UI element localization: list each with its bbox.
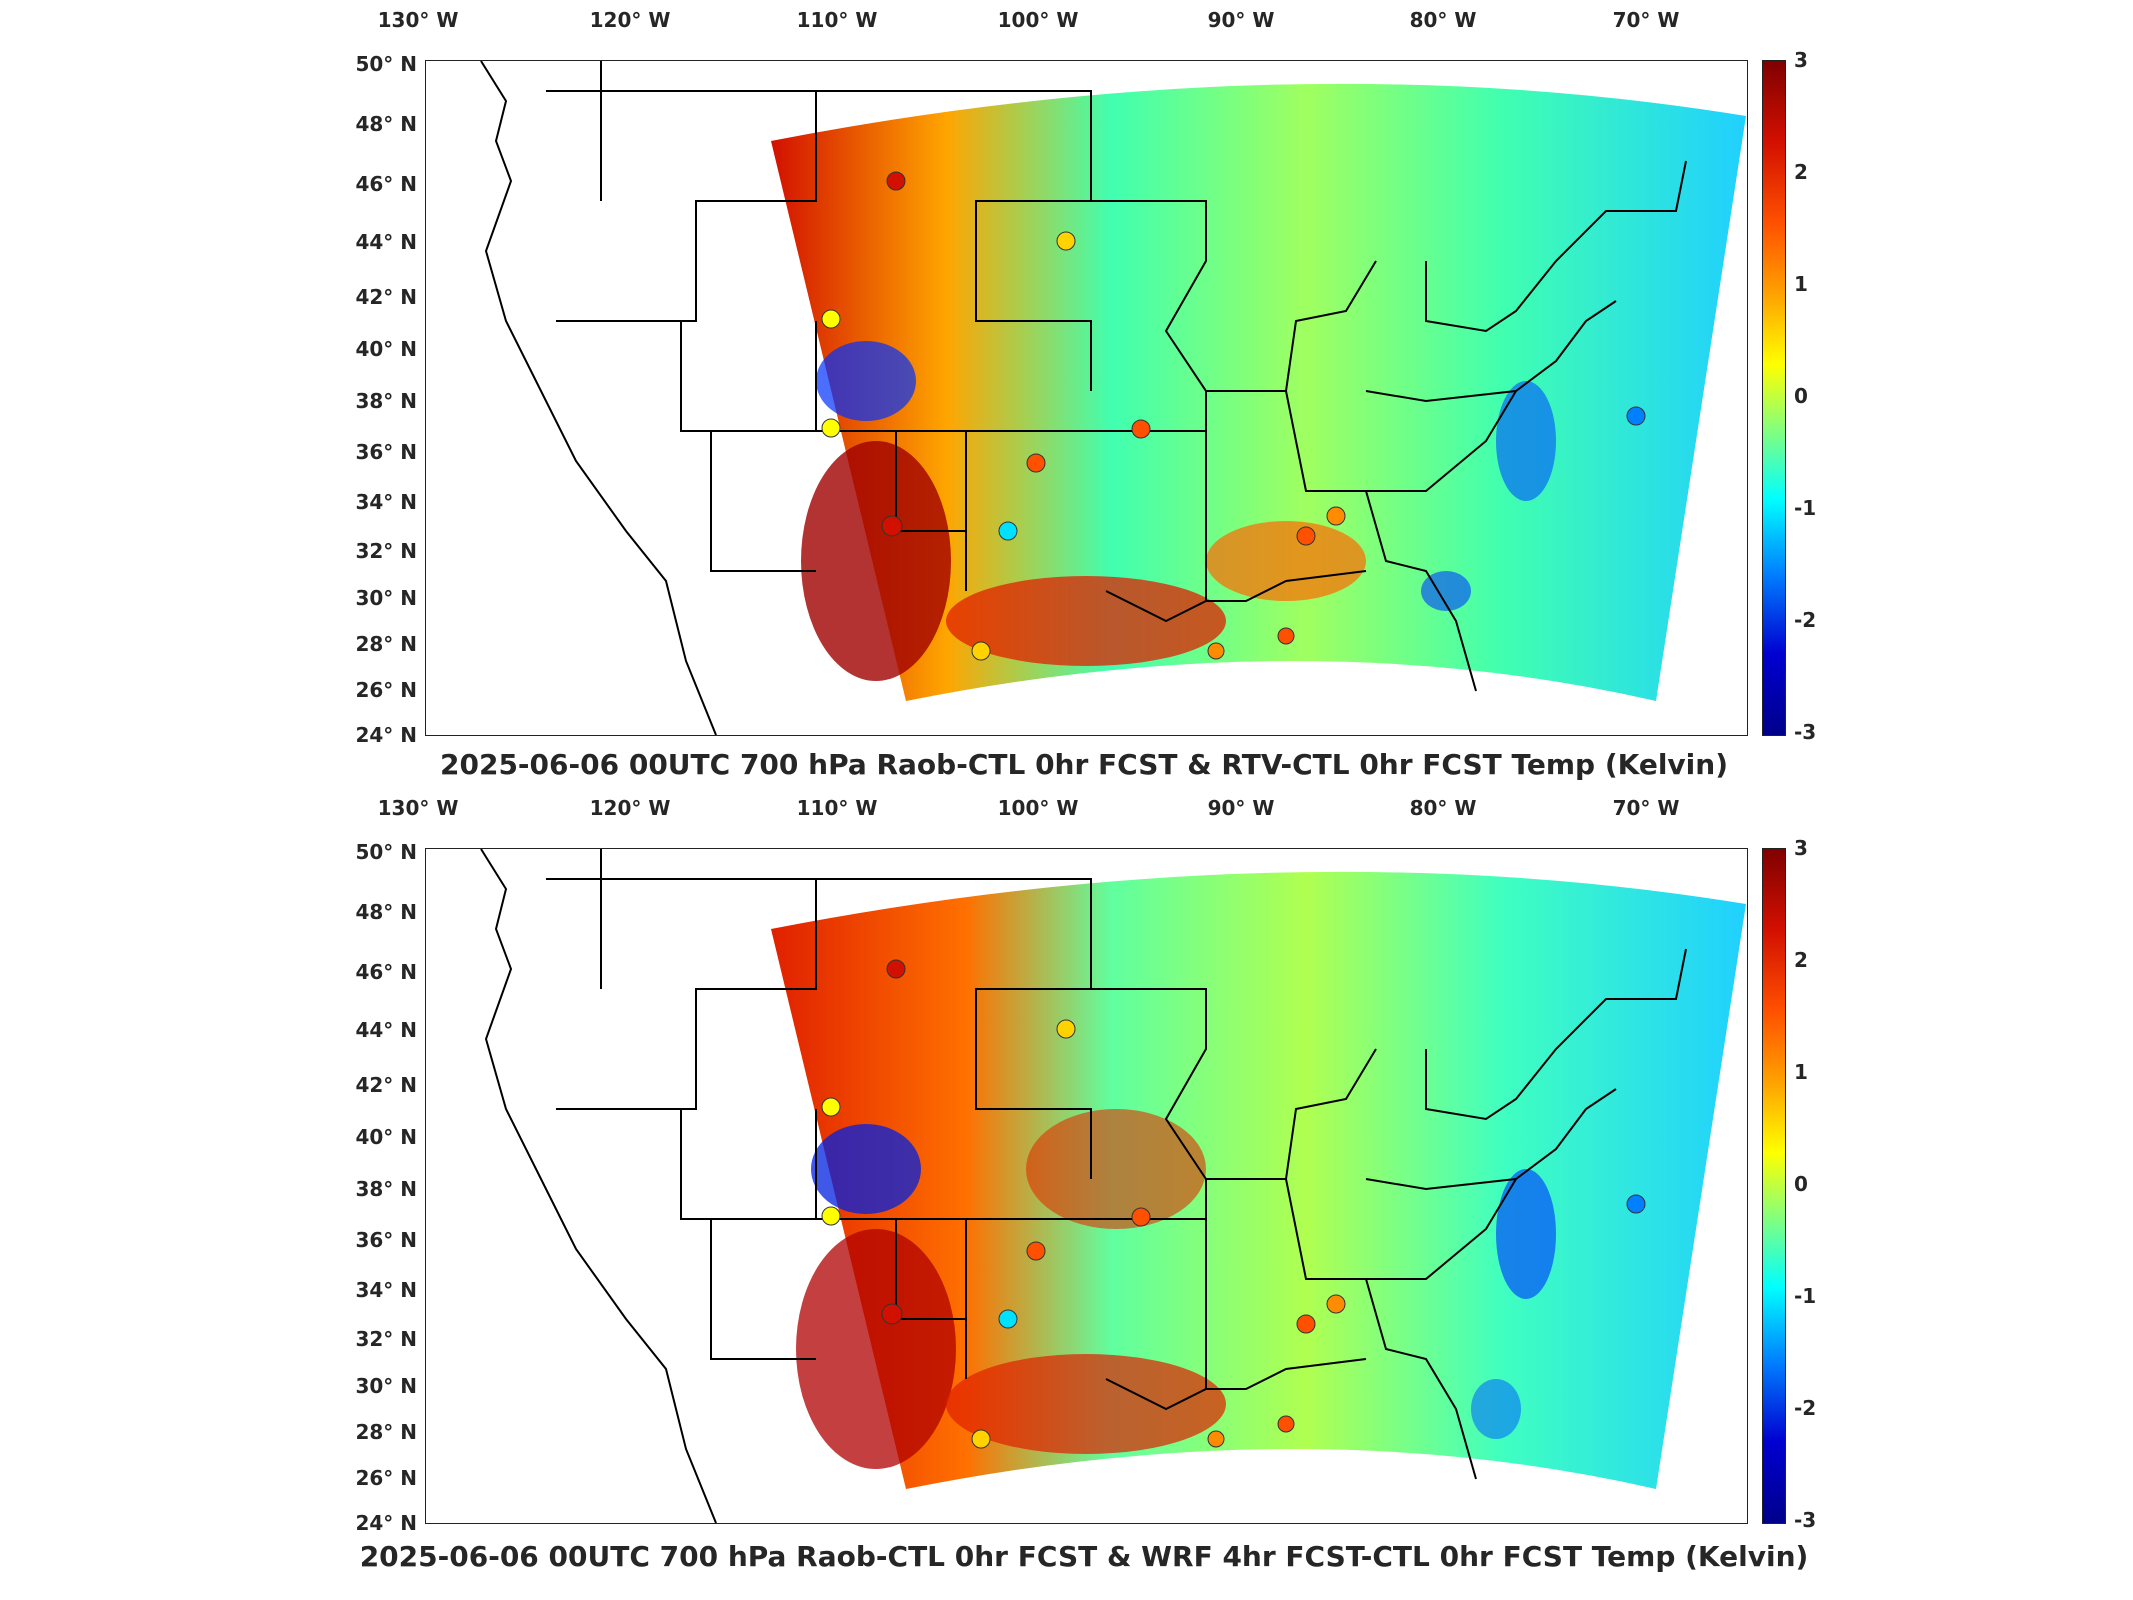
- lon-label-70w: 70° W: [1612, 8, 1680, 32]
- colorbar-tick: -1: [1794, 496, 1817, 520]
- colorbar: [1762, 60, 1786, 736]
- lat-label-34n: 34° N: [355, 490, 417, 514]
- lon-label-130w: 130° W: [377, 8, 459, 32]
- lon-label-100w: 100° W: [997, 8, 1079, 32]
- state-borders: [480, 849, 1687, 1523]
- lon-label-90w: 90° W: [1207, 796, 1275, 820]
- lat-label-44n: 44° N: [355, 230, 417, 254]
- lat-label-36n: 36° N: [355, 1228, 417, 1252]
- domain-field: [771, 83, 1746, 701]
- lat-label-42n: 42° N: [355, 1073, 417, 1097]
- lon-label-100w: 100° W: [997, 796, 1079, 820]
- lon-label-80w: 80° W: [1409, 8, 1477, 32]
- lat-label-34n: 34° N: [355, 1278, 417, 1302]
- colorbar-tick: -3: [1794, 1508, 1817, 1532]
- map-plot-area: [425, 848, 1748, 1524]
- bottom-map-panel: 130° W 120° W 110° W 100° W 90° W 80° W …: [0, 790, 2133, 1600]
- panel-title: 2025-06-06 00UTC 700 hPa Raob-CTL 0hr FC…: [439, 748, 1729, 781]
- lat-label-28n: 28° N: [355, 1420, 417, 1444]
- lat-label-48n: 48° N: [355, 112, 417, 136]
- lat-label-32n: 32° N: [355, 1327, 417, 1351]
- lon-label-130w: 130° W: [377, 796, 459, 820]
- temperature-difference-map: [480, 849, 1746, 1523]
- lat-label-50n: 50° N: [355, 840, 417, 864]
- colorbar-tick: 3: [1794, 836, 1808, 860]
- lat-label-46n: 46° N: [355, 960, 417, 984]
- lat-label-28n: 28° N: [355, 632, 417, 656]
- lon-label-110w: 110° W: [796, 8, 878, 32]
- lat-label-36n: 36° N: [355, 440, 417, 464]
- lon-label-70w: 70° W: [1612, 796, 1680, 820]
- colorbar-tick: 3: [1794, 48, 1808, 72]
- lon-label-110w: 110° W: [796, 796, 878, 820]
- map-plot-area: [425, 60, 1748, 736]
- colorbar-tick: 2: [1794, 160, 1808, 184]
- colorbar-tick: -2: [1794, 1396, 1817, 1420]
- colorbar-tick: -1: [1794, 1284, 1817, 1308]
- lon-label-90w: 90° W: [1207, 8, 1275, 32]
- colorbar-tick: 0: [1794, 1172, 1808, 1196]
- lat-label-26n: 26° N: [355, 678, 417, 702]
- colorbar: [1762, 848, 1786, 1524]
- lon-label-120w: 120° W: [589, 796, 671, 820]
- lat-label-38n: 38° N: [355, 389, 417, 413]
- temperature-difference-map: [480, 61, 1746, 735]
- colorbar-tick: 1: [1794, 272, 1808, 296]
- lat-label-48n: 48° N: [355, 900, 417, 924]
- colorbar-tick: 1: [1794, 1060, 1808, 1084]
- lat-label-24n: 24° N: [355, 723, 417, 747]
- colorbar-tick: -2: [1794, 608, 1817, 632]
- lat-label-38n: 38° N: [355, 1177, 417, 1201]
- lat-label-40n: 40° N: [355, 337, 417, 361]
- state-borders: [480, 61, 1687, 735]
- colorbar-tick: -3: [1794, 720, 1817, 744]
- lat-label-30n: 30° N: [355, 586, 417, 610]
- colorbar-tick: 0: [1794, 384, 1808, 408]
- lat-label-30n: 30° N: [355, 1374, 417, 1398]
- lat-label-26n: 26° N: [355, 1466, 417, 1490]
- lat-label-46n: 46° N: [355, 172, 417, 196]
- lon-label-80w: 80° W: [1409, 796, 1477, 820]
- lat-label-24n: 24° N: [355, 1511, 417, 1535]
- lat-label-40n: 40° N: [355, 1125, 417, 1149]
- lat-label-42n: 42° N: [355, 285, 417, 309]
- lat-label-44n: 44° N: [355, 1018, 417, 1042]
- lat-label-50n: 50° N: [355, 52, 417, 76]
- lat-label-32n: 32° N: [355, 539, 417, 563]
- domain-field: [771, 871, 1746, 1489]
- colorbar-tick: 2: [1794, 948, 1808, 972]
- lon-label-120w: 120° W: [589, 8, 671, 32]
- panel-title: 2025-06-06 00UTC 700 hPa Raob-CTL 0hr FC…: [359, 1540, 1809, 1573]
- top-map-panel: 130° W 120° W 110° W 100° W 90° W 80° W …: [355, 8, 1817, 781]
